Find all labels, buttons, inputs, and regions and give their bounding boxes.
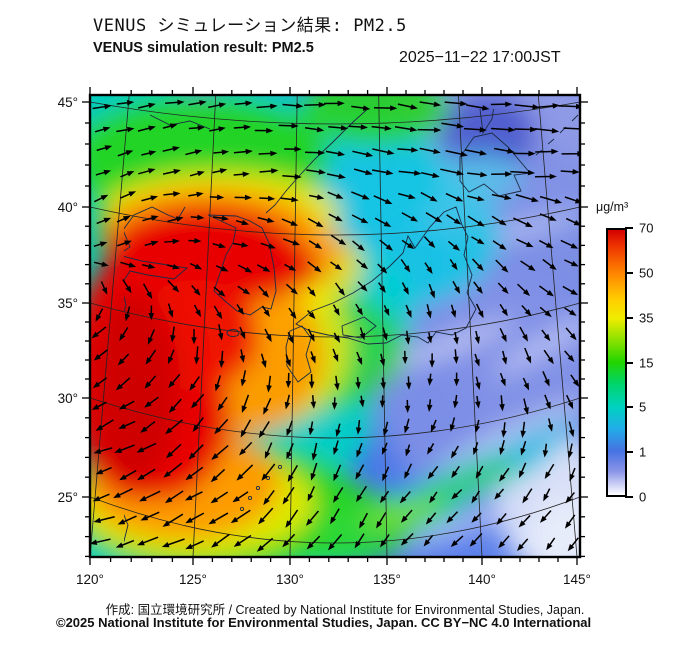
colorbar-tick-label: 0 <box>639 489 647 505</box>
lat-tick-label: 35° <box>58 296 78 311</box>
lat-tick-label: 25° <box>58 490 78 505</box>
colorbar-gradient <box>606 228 627 497</box>
lat-tick-label: 45° <box>58 95 78 110</box>
colorbar-tick <box>625 227 633 229</box>
axis-ticks <box>82 87 588 565</box>
colorbar-tick <box>625 496 633 498</box>
colorbar-tick-label: 1 <box>639 444 647 460</box>
axis-labels: 120° 125° 130° 135° 140° 145° 45° 40° 35° 30° 25° <box>58 95 591 586</box>
colorbar-tick <box>625 406 633 409</box>
page-title-english: VENUS simulation result: PM2.5 <box>93 40 314 56</box>
valid-timestamp: 2025−11−22 17:00JST <box>399 49 561 66</box>
copyright-line: ©2025 National Institute for Environment… <box>56 615 592 630</box>
colorbar-tick <box>625 271 633 274</box>
colorbar-tick-label: 15 <box>639 355 654 370</box>
lon-tick-label: 125° <box>179 572 207 586</box>
lon-tick-label: 130° <box>276 572 304 586</box>
colorbar: μg/m³ 70 50 35 15 5 1 0 <box>596 200 698 522</box>
colorbar-tick <box>625 451 633 454</box>
pm25-field <box>90 95 580 557</box>
lon-tick-label: 145° <box>563 572 591 586</box>
lon-tick-label: 135° <box>373 572 401 586</box>
colorbar-tick <box>625 316 633 319</box>
map-plot: 120° 125° 130° 135° 140° 145° 45° 40° 35° 30° 25° <box>58 87 591 586</box>
colorbar-tick-label: 5 <box>639 399 647 415</box>
colorbar-tick <box>625 361 633 364</box>
map-border <box>88 93 582 559</box>
colorbar-tick-label: 70 <box>639 220 654 236</box>
page-title-japanese: VENUS シミュレーション結果: PM2.5 <box>93 16 407 36</box>
lon-tick-label: 120° <box>76 572 104 586</box>
lat-tick-label: 30° <box>58 391 78 406</box>
lat-tick-label: 40° <box>58 200 78 215</box>
lon-tick-label: 140° <box>468 572 496 586</box>
colorbar-tick-label: 35 <box>639 310 654 326</box>
wind-arrows <box>90 99 580 552</box>
attribution-line: 作成: 国立環境研究所 / Created by National Instit… <box>105 603 585 617</box>
colorbar-unit-label: μg/m³ <box>596 200 629 214</box>
colorbar-tick-label: 50 <box>639 265 654 281</box>
